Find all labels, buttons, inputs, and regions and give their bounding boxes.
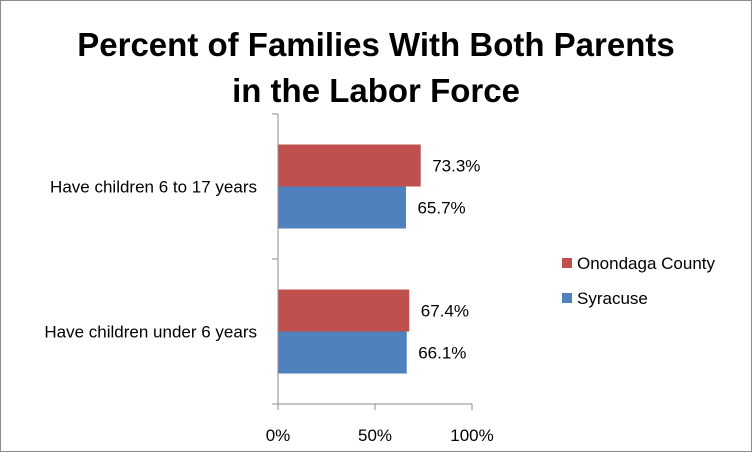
bar [278,186,406,229]
x-tick-label: 100% [450,426,493,445]
category-label: Have children under 6 years [44,323,257,342]
data-label: 73.3% [432,157,480,176]
data-label: 65.7% [417,199,465,218]
chart-title: Percent of Families With Both Parents in… [77,26,675,109]
legend-label: Syracuse [577,289,648,308]
category-label: Have children 6 to 17 years [50,178,257,197]
data-label: 67.4% [421,302,469,321]
data-label: 66.1% [418,344,466,363]
bar [278,144,421,187]
x-tick-label: 50% [358,426,392,445]
legend-label: Onondaga County [577,254,715,273]
bar [278,289,410,332]
x-tick-label: 0% [266,426,291,445]
legend-swatch [562,293,572,303]
bar [278,331,407,374]
legend-swatch [562,258,572,268]
